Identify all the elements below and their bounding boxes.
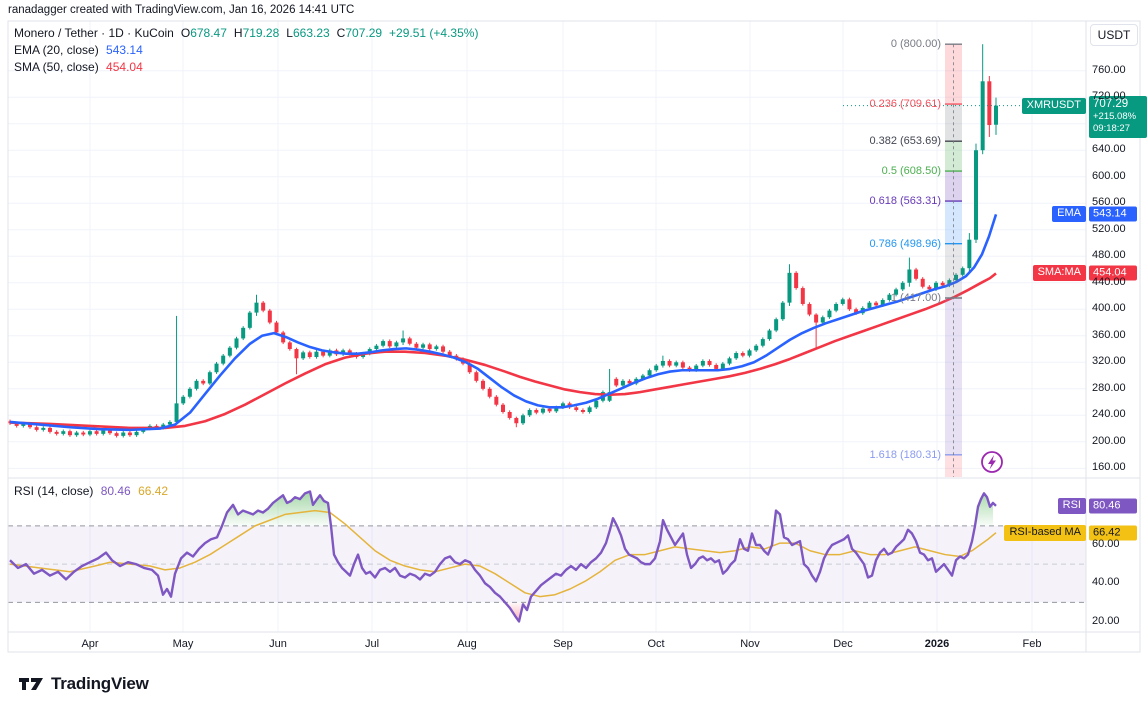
rsi-ma-line[interactable]	[9, 509, 997, 598]
tradingview-logo[interactable]: TradingView	[18, 674, 149, 694]
boost-lightning-icon[interactable]	[981, 451, 1003, 473]
price-axis-label: 520.00	[1092, 222, 1126, 235]
attribution-text: ranadagger created with TradingView.com,…	[8, 4, 355, 16]
tradingview-logo-text: TradingView	[51, 674, 149, 693]
sma-axis-box: 454.04	[1089, 265, 1137, 281]
rsi-legend-row[interactable]: RSI (14, close) 80.46 66.42	[14, 484, 168, 498]
symbol-title[interactable]: Monero / Tether · 1D · KuCoin	[14, 26, 174, 40]
ema-price-tag[interactable]: EMA	[1052, 206, 1086, 222]
fib-retracement[interactable]	[945, 43, 962, 477]
low-key: L	[286, 26, 293, 40]
open-value: 678.47	[190, 26, 227, 40]
change-value: +29.51 (+4.35%)	[389, 26, 479, 40]
rsi-axis-label: 60.00	[1092, 538, 1120, 550]
fib-level-label[interactable]: 1 (417.00)	[890, 292, 941, 304]
price-axis-label: 760.00	[1092, 63, 1126, 76]
time-axis-label-jun[interactable]: Jun	[269, 638, 287, 650]
close-value: 707.29	[345, 26, 383, 40]
high-key: H	[233, 26, 243, 40]
rsi-line[interactable]	[9, 490, 997, 623]
bar-countdown: 09:18:27	[1093, 123, 1130, 134]
time-axis-label-nov[interactable]: Nov	[740, 638, 760, 650]
price-axis-label: 560.00	[1092, 196, 1126, 209]
fib-level-label[interactable]: 0.236 (709.61)	[869, 98, 941, 111]
fib-level-label[interactable]: 0.786 (498.96)	[869, 237, 941, 250]
last-price-value: 707.29	[1093, 98, 1129, 110]
time-axis-label-feb[interactable]: Feb	[1022, 638, 1042, 650]
ema-axis-box: 543.14	[1089, 206, 1137, 222]
rsi-legend-label[interactable]: RSI (14, close)	[14, 484, 94, 498]
time-axis-label-dec[interactable]: Dec	[833, 638, 853, 650]
price-axis-label: 640.00	[1092, 143, 1126, 156]
sma-50-line[interactable]	[9, 272, 997, 430]
rsi-panel[interactable]	[8, 490, 1086, 623]
candlestick-series[interactable]	[8, 44, 998, 438]
rsi-price-tag[interactable]: RSI	[1057, 498, 1086, 514]
price-axis-label: 240.00	[1092, 408, 1126, 421]
time-axis-label-aug[interactable]: Aug	[457, 638, 477, 650]
rsi-axis-box: 80.46	[1089, 498, 1137, 514]
price-axis-label: 400.00	[1092, 302, 1126, 315]
price-axis-label: 280.00	[1092, 381, 1126, 394]
time-axis-label-oct[interactable]: Oct	[647, 638, 665, 650]
chart-frame	[7, 20, 1141, 653]
sma-price-tag[interactable]: SMA:MA	[1032, 265, 1086, 281]
rsi-legend-value: 80.46	[100, 484, 131, 498]
high-value: 719.28	[242, 26, 280, 40]
fib-level-label[interactable]: 0.618 (563.31)	[869, 195, 941, 208]
rsi-axis-label: 20.00	[1092, 614, 1120, 627]
time-axis-label-apr[interactable]: Apr	[81, 638, 99, 650]
last-price-change: +215.08%	[1093, 110, 1137, 122]
ema-20-line[interactable]	[9, 214, 998, 432]
price-axis-label: 320.00	[1092, 355, 1126, 368]
time-axis-label-may[interactable]: May	[172, 638, 194, 650]
rsi-ma-legend-value: 66.42	[138, 484, 169, 498]
last-price-axis-box[interactable]: 707.29 +215.08% 09:18:27	[1089, 96, 1147, 138]
price-axis-label: 360.00	[1092, 328, 1126, 341]
price-axis-label: 480.00	[1092, 249, 1126, 262]
tradingview-logo-icon	[19, 678, 43, 690]
chart-canvas[interactable]	[0, 0, 1147, 660]
low-value: 663.23	[292, 26, 330, 40]
price-axis-label: 600.00	[1092, 169, 1126, 182]
sma-legend-label[interactable]: SMA (50, close)	[14, 60, 99, 74]
fib-level-label[interactable]: 0 (800.00)	[890, 38, 941, 51]
symbol-legend-row[interactable]: Monero / Tether · 1D · KuCoin O678.47 H719…	[14, 26, 478, 40]
ema-legend-row[interactable]: EMA (20, close) 543.14	[14, 43, 143, 57]
fib-level-label[interactable]: 1.618 (180.31)	[869, 448, 941, 461]
price-axis-label: 160.00	[1092, 461, 1126, 474]
sma-legend-value: 454.04	[106, 60, 143, 74]
close-key: C	[336, 26, 346, 40]
price-axis-label: 440.00	[1092, 275, 1126, 288]
fib-level-label[interactable]: 0.382 (653.69)	[869, 135, 941, 148]
time-axis-label-sep[interactable]: Sep	[553, 638, 573, 650]
symbol-price-tag[interactable]: XMRUSDT	[1021, 98, 1086, 114]
fib-level-label[interactable]: 0.5 (608.50)	[881, 165, 941, 178]
currency-toggle-button[interactable]: USDT	[1090, 24, 1138, 46]
open-key: O	[180, 26, 191, 40]
sma-legend-row[interactable]: SMA (50, close) 454.04	[14, 60, 143, 74]
price-axis-label: 200.00	[1092, 434, 1126, 447]
rsi-axis-label: 40.00	[1092, 576, 1120, 589]
ema-legend-label[interactable]: EMA (20, close)	[14, 43, 99, 57]
rsi-ma-price-tag[interactable]: RSI-based MA	[1004, 525, 1086, 541]
time-axis-label-jul[interactable]: Jul	[364, 638, 380, 650]
price-axis-label: 720.00	[1092, 90, 1126, 103]
time-axis-label-2026[interactable]: 2026	[924, 638, 950, 650]
ema-legend-value: 543.14	[106, 43, 143, 57]
rsi-ma-axis-box: 66.42	[1089, 525, 1137, 541]
